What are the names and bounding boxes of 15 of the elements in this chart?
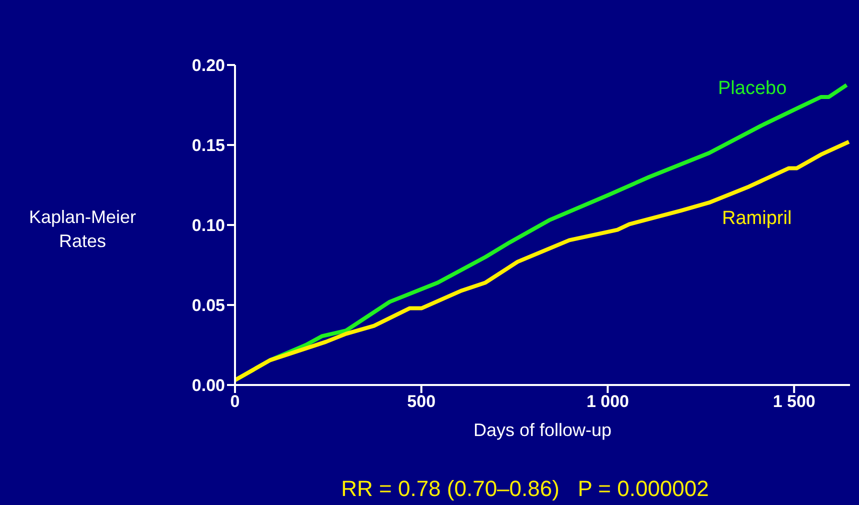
y-tick-label: 0.20 — [192, 56, 225, 76]
line-series — [235, 140, 850, 382]
y-tick-label: 0.15 — [192, 136, 225, 156]
y-tick-label: 0.05 — [192, 296, 225, 316]
x-tick-label: 1 000 — [586, 392, 629, 412]
y-tick-label: 0.00 — [192, 376, 225, 396]
y-axis-title: Kaplan-Meier Rates — [28, 206, 138, 253]
text: RR = 0.78 (0.70–0.86) P = 0.000002 — [340, 476, 710, 502]
series-label: Ramipril — [722, 208, 792, 230]
series-label: Placebo — [718, 78, 787, 100]
x-axis-title: Days of follow-up — [473, 420, 612, 440]
x-tick-label: 1 500 — [772, 392, 816, 412]
x-tick-label: 0 — [230, 392, 240, 412]
x-tick-label: 500 — [407, 392, 436, 412]
y-tick-label: 0.10 — [192, 216, 225, 236]
